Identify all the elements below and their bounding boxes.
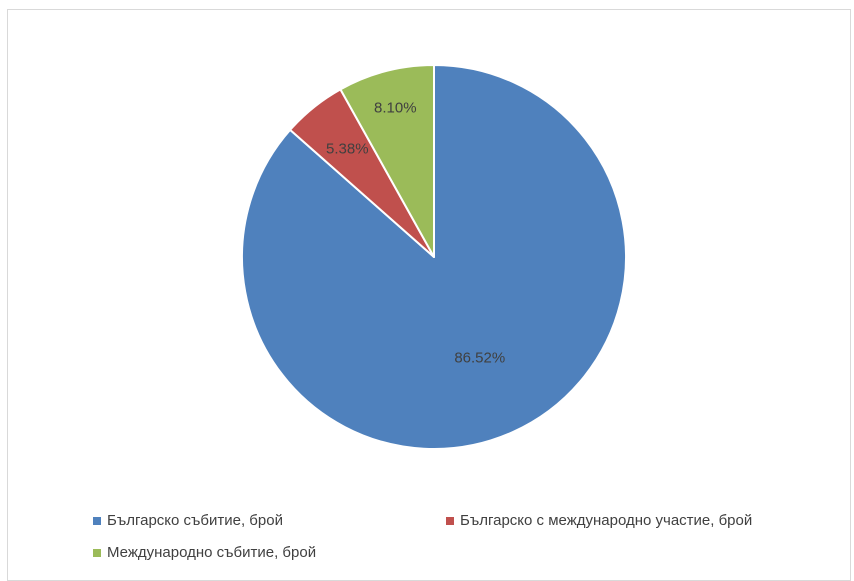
pie-slice-0	[241, 64, 627, 450]
pie-slices	[241, 64, 627, 450]
pie-chart: 86.52% 5.38% 8.10%	[241, 64, 627, 450]
legend-item-bulgarian-international: Българско с международно участие, брой	[446, 512, 752, 529]
legend-item-bulgarian-event: Българско събитие, брой	[93, 512, 283, 529]
legend-swatch	[93, 516, 101, 525]
legend-item-international-event: Международно събитие, брой	[93, 544, 316, 561]
legend-label: Българско с международно участие, брой	[460, 512, 753, 529]
pie-slice-2	[339, 64, 435, 258]
legend-label: Българско събитие, брой	[107, 512, 283, 529]
data-label-0: 86.52%	[454, 349, 505, 366]
data-label-1: 5.38%	[326, 140, 369, 157]
chart-frame: 86.52% 5.38% 8.10% Българско събитие, брой…	[7, 9, 851, 581]
legend-swatch	[93, 548, 101, 557]
legend-swatch	[446, 516, 454, 525]
legend-label: Международно събитие, брой	[107, 544, 317, 561]
data-label-2: 8.10%	[374, 99, 417, 116]
pie-data-labels: 86.52% 5.38% 8.10%	[326, 99, 505, 366]
